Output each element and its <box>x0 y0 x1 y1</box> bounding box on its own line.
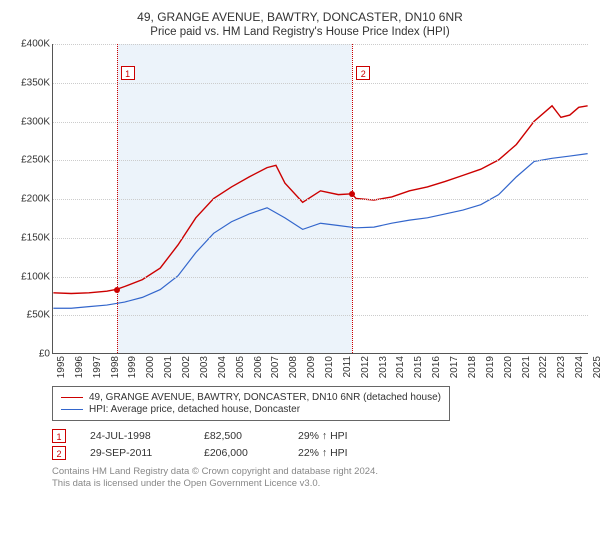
x-tick-label: 2004 <box>217 356 228 378</box>
y-tick-label: £200K <box>21 194 50 205</box>
transaction-delta: 22% ↑ HPI <box>298 447 378 459</box>
x-tick-label: 2006 <box>253 356 264 378</box>
marker-vline <box>352 44 353 353</box>
x-tick-label: 2003 <box>199 356 210 378</box>
legend: 49, GRANGE AVENUE, BAWTRY, DONCASTER, DN… <box>52 386 450 421</box>
y-tick-label: £150K <box>21 232 50 243</box>
x-tick-label: 1997 <box>92 356 103 378</box>
gridline <box>53 83 588 84</box>
x-tick-label: 2018 <box>467 356 478 378</box>
x-tick-label: 2009 <box>306 356 317 378</box>
legend-item: 49, GRANGE AVENUE, BAWTRY, DONCASTER, DN… <box>61 392 441 403</box>
y-tick-label: £400K <box>21 39 50 50</box>
marker-vline <box>117 44 118 353</box>
x-tick-label: 2008 <box>288 356 299 378</box>
x-tick-label: 2007 <box>270 356 281 378</box>
x-tick-label: 2010 <box>324 356 335 378</box>
x-tick-label: 1996 <box>74 356 85 378</box>
footer-line-2: This data is licensed under the Open Gov… <box>52 478 588 490</box>
gridline <box>53 315 588 316</box>
footer-line-1: Contains HM Land Registry data © Crown c… <box>52 466 588 478</box>
gridline <box>53 277 588 278</box>
chart-subtitle: Price paid vs. HM Land Registry's House … <box>12 26 588 38</box>
x-tick-label: 2015 <box>413 356 424 378</box>
marker-label-box: 2 <box>356 66 370 80</box>
transactions-table: 1 24-JUL-1998 £82,500 29% ↑ HPI 2 29-SEP-2011… <box>52 429 588 460</box>
transaction-dot <box>114 287 120 293</box>
marker-label-box: 1 <box>121 66 135 80</box>
x-tick-label: 2005 <box>235 356 246 378</box>
transaction-date: 29-SEP-2011 <box>90 447 180 459</box>
gridline <box>53 199 588 200</box>
x-tick-label: 1999 <box>127 356 138 378</box>
transaction-row: 2 29-SEP-2011 £206,000 22% ↑ HPI <box>52 446 588 460</box>
chart-area: £0£50K£100K£150K£200K£250K£300K£350K£400… <box>12 44 588 384</box>
y-tick-label: £350K <box>21 77 50 88</box>
gridline <box>53 44 588 45</box>
x-tick-label: 1995 <box>56 356 67 378</box>
plot-region: 12 <box>52 44 588 354</box>
y-tick-label: £0 <box>39 349 50 360</box>
x-tick-label: 2025 <box>592 356 600 378</box>
chart-title: 49, GRANGE AVENUE, BAWTRY, DONCASTER, DN… <box>12 10 588 24</box>
x-tick-label: 2000 <box>145 356 156 378</box>
x-tick-label: 2017 <box>449 356 460 378</box>
x-axis: 1995 1996 1997 1998 1999 2000 2001 2002 2003 2004… <box>52 356 588 384</box>
x-tick-label: 2013 <box>378 356 389 378</box>
series-line <box>53 154 587 309</box>
gridline <box>53 122 588 123</box>
transaction-price: £206,000 <box>204 447 274 459</box>
y-axis: £0£50K£100K£150K£200K£250K£300K£350K£400… <box>12 44 52 354</box>
x-tick-label: 2002 <box>181 356 192 378</box>
chart-container: 49, GRANGE AVENUE, BAWTRY, DONCASTER, DN… <box>0 0 600 560</box>
transaction-marker-box: 2 <box>52 446 66 460</box>
transaction-dot <box>349 191 355 197</box>
x-tick-label: 2023 <box>556 356 567 378</box>
y-tick-label: £100K <box>21 271 50 282</box>
x-tick-label: 2012 <box>360 356 371 378</box>
footer-attribution: Contains HM Land Registry data © Crown c… <box>52 466 588 491</box>
x-tick-label: 2020 <box>503 356 514 378</box>
x-tick-label: 2024 <box>574 356 585 378</box>
x-tick-label: 2011 <box>342 356 353 378</box>
y-tick-label: £50K <box>27 310 50 321</box>
legend-label: HPI: Average price, detached house, Donc… <box>89 404 300 415</box>
gridline <box>53 160 588 161</box>
x-tick-label: 2014 <box>395 356 406 378</box>
gridline <box>53 238 588 239</box>
transaction-marker-box: 1 <box>52 429 66 443</box>
x-tick-label: 2016 <box>431 356 442 378</box>
transaction-delta: 29% ↑ HPI <box>298 430 378 442</box>
x-tick-label: 2022 <box>538 356 549 378</box>
legend-swatch <box>61 409 83 410</box>
transaction-date: 24-JUL-1998 <box>90 430 180 442</box>
legend-label: 49, GRANGE AVENUE, BAWTRY, DONCASTER, DN… <box>89 392 441 403</box>
legend-swatch <box>61 397 83 398</box>
transaction-price: £82,500 <box>204 430 274 442</box>
x-tick-label: 2019 <box>485 356 496 378</box>
x-tick-label: 2001 <box>163 356 174 378</box>
y-tick-label: £300K <box>21 116 50 127</box>
transaction-row: 1 24-JUL-1998 £82,500 29% ↑ HPI <box>52 429 588 443</box>
x-tick-label: 2021 <box>521 356 532 378</box>
x-tick-label: 1998 <box>110 356 121 378</box>
legend-item: HPI: Average price, detached house, Donc… <box>61 404 441 415</box>
y-tick-label: £250K <box>21 155 50 166</box>
